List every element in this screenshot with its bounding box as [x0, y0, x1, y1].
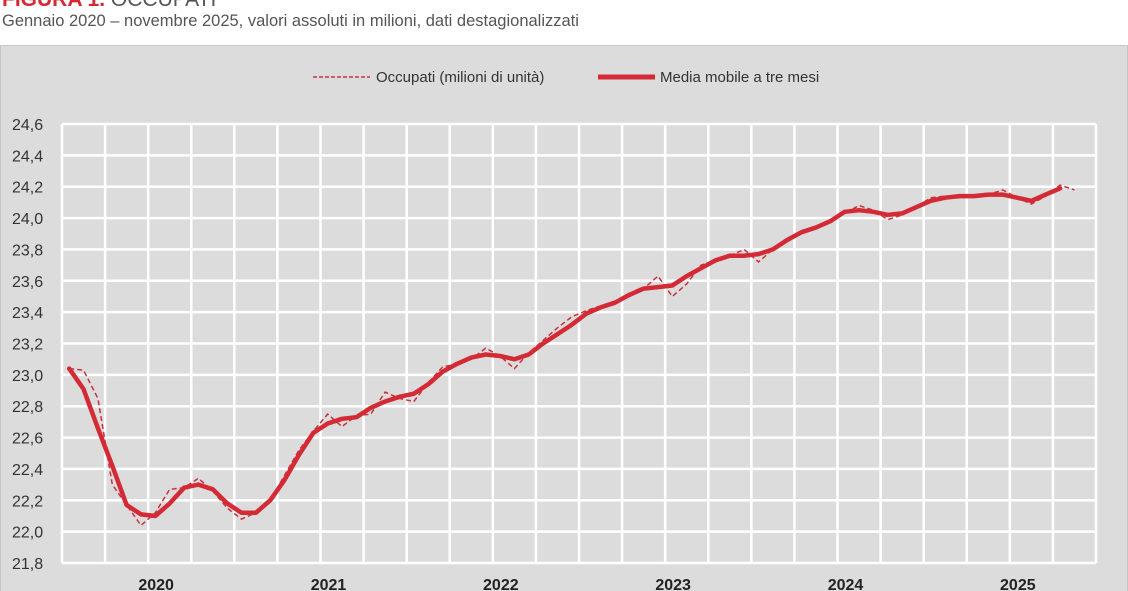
- figure-label: FIGURA 1.: [2, 0, 105, 11]
- y-tick-label: 22,6: [12, 431, 43, 448]
- y-axis: 21,8 22,0 22,2 22,4 22,6 22,8 23,0 23,2 23,4 23,6…: [12, 117, 43, 573]
- y-tick-label: 24,0: [12, 211, 43, 228]
- y-tick-label: 23,0: [12, 368, 43, 385]
- y-tick-label: 22,2: [12, 493, 43, 510]
- figure-subtitle: Gennaio 2020 – novembre 2025, valori ass…: [2, 12, 579, 30]
- y-tick-label: 23,4: [12, 305, 43, 322]
- series-line-moving-average: [66, 186, 1063, 519]
- y-tick-label: 23,2: [12, 337, 43, 354]
- y-tick-label: 24,2: [12, 180, 43, 197]
- y-tick-label: 22,4: [12, 462, 43, 479]
- legend-label-monthly: Occupati (milioni di unità): [376, 69, 544, 86]
- x-tick-label: 2022: [483, 577, 519, 591]
- legend: Occupati (milioni di unità) Media mobile…: [313, 69, 819, 86]
- y-tick-label: 22,8: [12, 399, 43, 416]
- x-tick-label: 2021: [311, 577, 347, 591]
- x-tick-label: 2025: [1000, 577, 1036, 591]
- figure-title: FIGURA 1. OCCUPATI: [2, 0, 216, 12]
- chart-panel: [0, 45, 1128, 591]
- y-tick-label: 22,0: [12, 525, 43, 542]
- y-tick-label: 24,4: [12, 148, 43, 165]
- x-tick-label: 2024: [828, 577, 864, 591]
- y-tick-label: 21,8: [12, 556, 43, 573]
- x-axis: 2020 2021 2022 2023 2024 2025: [138, 577, 1035, 591]
- grid: [60, 122, 1098, 565]
- y-tick-label: 24,6: [12, 117, 43, 134]
- figure-name: OCCUPATI: [111, 0, 216, 11]
- y-tick-label: 23,6: [12, 274, 43, 291]
- y-tick-label: 23,8: [12, 242, 43, 259]
- legend-label-moving-average: Media mobile a tre mesi: [660, 69, 819, 86]
- series-lines: [66, 184, 1075, 527]
- x-tick-label: 2023: [655, 577, 691, 591]
- x-tick-label: 2020: [138, 577, 174, 591]
